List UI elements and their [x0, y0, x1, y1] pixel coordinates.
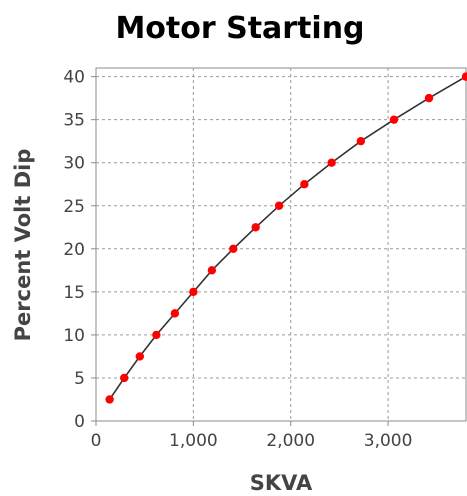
data-point — [389, 115, 399, 124]
data-point — [105, 395, 114, 404]
data-point — [424, 93, 434, 103]
x-tick-label: 1,000 — [169, 431, 218, 451]
data-point — [189, 287, 198, 297]
x-tick-label: 2,000 — [266, 431, 315, 451]
chart-title: Motor Starting — [115, 11, 364, 46]
data-point — [229, 244, 238, 254]
y-tick-label: 20 — [63, 240, 85, 260]
data-point — [251, 223, 260, 232]
x-tick-label: 0 — [91, 431, 102, 451]
data-point — [135, 352, 145, 361]
y-tick-label: 10 — [63, 326, 85, 346]
y-tick-label: 25 — [63, 197, 85, 217]
series-line — [108, 75, 467, 400]
x-axis-tick-labels: 0 1,000 2,000 3,000 — [91, 431, 413, 451]
data-point — [170, 309, 180, 318]
gridlines — [96, 68, 466, 421]
x-tick-label: 3,000 — [364, 431, 413, 451]
data-point — [461, 72, 467, 81]
y-axis-label: Percent Volt Dip — [11, 149, 35, 342]
data-point — [300, 180, 309, 189]
y-tick-label: 35 — [63, 111, 85, 131]
plot-area — [95, 67, 467, 422]
data-point — [120, 373, 129, 383]
x-axis-label: SKVA — [250, 471, 313, 495]
y-tick-label: 5 — [74, 369, 85, 389]
axis-ticks — [91, 76, 389, 426]
data-point — [356, 136, 366, 146]
y-tick-label: 0 — [74, 412, 85, 432]
data-point — [152, 330, 161, 340]
data-point — [327, 158, 336, 167]
data-points — [105, 72, 467, 404]
data-point — [207, 266, 217, 275]
y-tick-label: 15 — [63, 283, 85, 303]
y-tick-label: 30 — [63, 154, 85, 174]
data-point — [274, 201, 284, 210]
y-tick-label: 40 — [63, 68, 85, 88]
y-axis-tick-labels: 0 5 10 15 20 25 30 35 40 — [63, 68, 85, 432]
